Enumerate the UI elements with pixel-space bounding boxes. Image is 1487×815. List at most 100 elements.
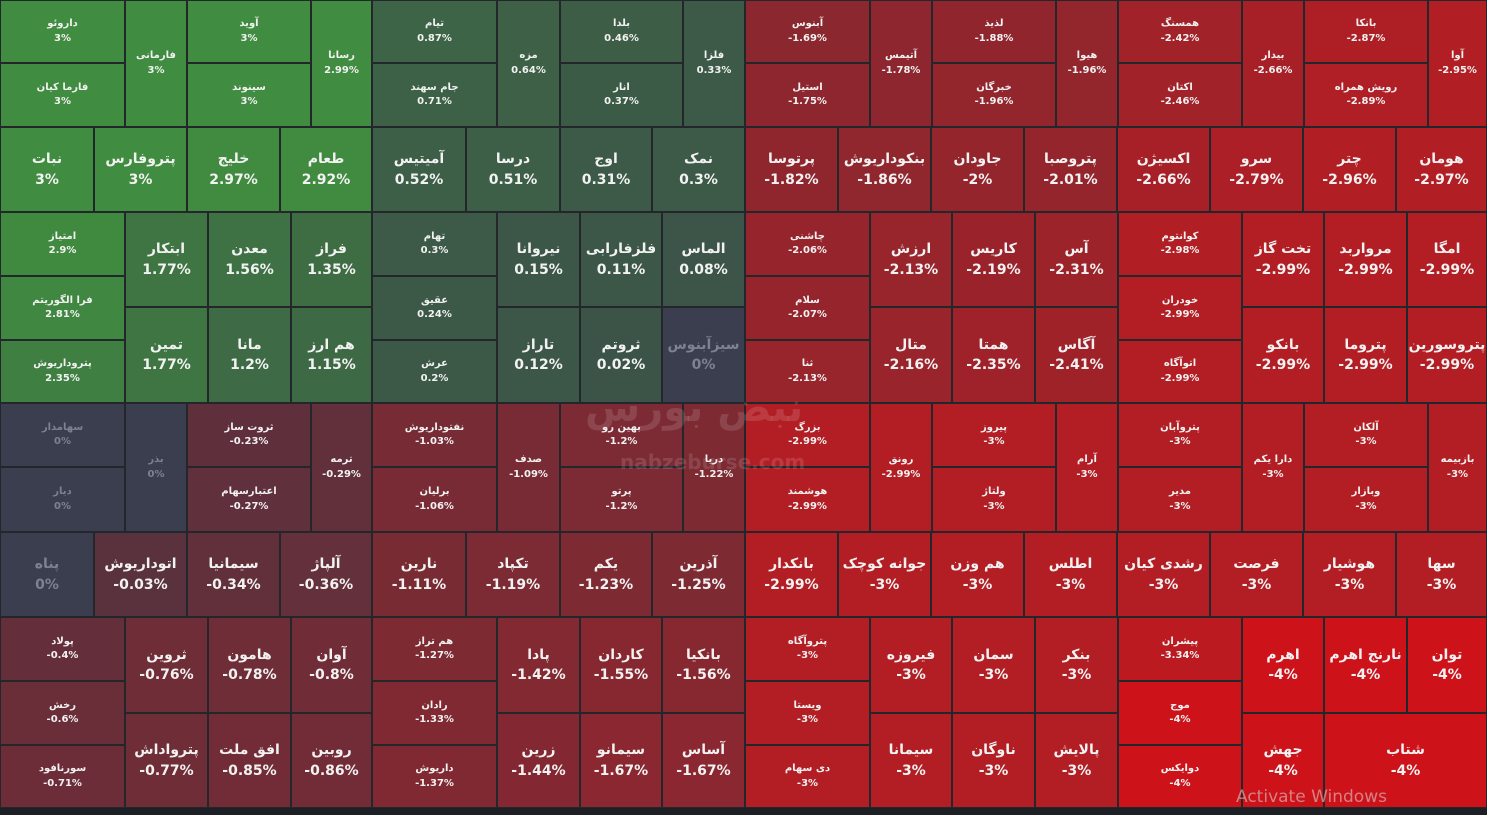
stock-tile[interactable]: آگاس -2.41% (1035, 307, 1118, 403)
stock-tile[interactable]: بهین رو -1.2% (560, 403, 683, 467)
stock-tile[interactable]: برلیان -1.06% (372, 467, 497, 532)
stock-tile[interactable]: آلکان -3% (1304, 403, 1428, 467)
stock-tile[interactable]: رادان -1.33% (372, 681, 497, 745)
stock-tile[interactable]: تخت گاز -2.99% (1242, 212, 1324, 307)
stock-tile[interactable]: تیام 0.87% (372, 0, 497, 63)
stock-tile[interactable]: طعام 2.92% (280, 127, 372, 212)
stock-tile[interactable]: داریوش -1.37% (372, 745, 497, 808)
stock-tile[interactable]: جام سهند 0.71% (372, 63, 497, 127)
stock-tile[interactable]: آتیمس -1.78% (870, 0, 932, 127)
stock-tile[interactable]: پتروسورین -2.99% (1407, 307, 1487, 403)
stock-tile[interactable]: یکم -1.23% (560, 532, 652, 617)
stock-tile[interactable]: ثنا -2.13% (745, 340, 870, 403)
stock-tile[interactable]: جهش -4% (1242, 713, 1324, 808)
stock-tile[interactable]: دی سهام -3% (745, 745, 870, 808)
stock-tile[interactable]: کوانتوم -2.98% (1118, 212, 1242, 276)
stock-tile[interactable]: عرش 0.2% (372, 340, 497, 403)
stock-tile[interactable]: روبین -0.86% (291, 713, 372, 808)
stock-tile[interactable]: بلدا 0.46% (560, 0, 683, 63)
stock-tile[interactable]: هم ارز 1.15% (291, 307, 372, 403)
stock-tile[interactable]: ثروت ساز -0.23% (187, 403, 311, 467)
stock-tile[interactable]: رخش -0.6% (0, 681, 125, 745)
stock-tile[interactable]: آلپاژ -0.36% (280, 532, 372, 617)
stock-tile[interactable]: نیروانا 0.15% (497, 212, 580, 307)
stock-tile[interactable]: بازبیمه -3% (1428, 403, 1487, 532)
stock-tile[interactable]: پتروصبا -2.01% (1024, 127, 1117, 212)
stock-tile[interactable]: پتروآگاه -3% (745, 617, 870, 681)
stock-tile[interactable]: سها -3% (1396, 532, 1487, 617)
stock-tile[interactable]: سورنافود -0.71% (0, 745, 125, 808)
stock-tile[interactable]: آوان -0.8% (291, 617, 372, 713)
stock-tile[interactable]: چاشنی -2.06% (745, 212, 870, 276)
stock-tile[interactable]: تکپاد -1.19% (466, 532, 560, 617)
stock-tile[interactable]: فلزفارابی 0.11% (580, 212, 662, 307)
stock-tile[interactable]: انار 0.37% (560, 63, 683, 127)
stock-tile[interactable]: پتروما -2.99% (1324, 307, 1407, 403)
stock-tile[interactable]: امگا -2.99% (1407, 212, 1487, 307)
stock-tile[interactable]: بنکر -3% (1035, 617, 1118, 713)
stock-tile[interactable]: مرواربد -2.99% (1324, 212, 1407, 307)
stock-tile[interactable]: نبات 3% (0, 127, 94, 212)
stock-tile[interactable]: بنکوداریوش -1.86% (838, 127, 931, 212)
stock-tile[interactable]: اکسیژن -2.66% (1117, 127, 1210, 212)
stock-tile[interactable]: آبنوس -1.69% (745, 0, 870, 63)
stock-tile[interactable]: رشدی کیان -3% (1117, 532, 1210, 617)
stock-tile[interactable]: آمیتیس 0.52% (372, 127, 466, 212)
stock-tile[interactable]: پولاد -0.4% (0, 617, 125, 681)
stock-tile[interactable]: صدف -1.09% (497, 403, 560, 532)
stock-tile[interactable]: پرتو -1.2% (560, 467, 683, 532)
stock-tile[interactable]: سیزآبنوس 0% (662, 307, 745, 403)
stock-tile[interactable]: هوشیار -3% (1303, 532, 1396, 617)
stock-tile[interactable]: آوا -2.95% (1428, 0, 1487, 127)
stock-tile[interactable]: بانکدار -2.99% (745, 532, 838, 617)
stock-tile[interactable]: افق ملت -0.85% (208, 713, 291, 808)
stock-tile[interactable]: لذیذ -1.88% (932, 0, 1056, 63)
stock-tile[interactable]: هم تراز -1.27% (372, 617, 497, 681)
stock-tile[interactable]: دارا یکم -3% (1242, 403, 1304, 532)
stock-tile[interactable]: اوج 0.31% (560, 127, 652, 212)
stock-tile[interactable]: استیل -1.75% (745, 63, 870, 127)
stock-tile[interactable]: آرام -3% (1056, 403, 1118, 532)
stock-tile[interactable]: فارمانی 3% (125, 0, 187, 127)
stock-tile[interactable]: مدیر -3% (1118, 467, 1242, 532)
stock-tile[interactable]: پیروز -3% (932, 403, 1056, 467)
stock-tile[interactable]: آذرین -1.25% (652, 532, 745, 617)
stock-tile[interactable]: پادا -1.42% (497, 617, 580, 713)
stock-tile[interactable]: الماس 0.08% (662, 212, 745, 307)
stock-tile[interactable]: سرو -2.79% (1210, 127, 1303, 212)
stock-tile[interactable]: امتیاز 2.9% (0, 212, 125, 276)
stock-tile[interactable]: سیمانو -1.67% (580, 713, 662, 808)
stock-tile[interactable]: همسنگ -2.42% (1118, 0, 1242, 63)
stock-tile[interactable]: بانکیا -1.56% (662, 617, 745, 713)
stock-tile[interactable]: ارزش -2.13% (870, 212, 952, 307)
stock-tile[interactable]: هومان -2.97% (1396, 127, 1487, 212)
stock-tile[interactable]: ولتاژ -3% (932, 467, 1056, 532)
stock-tile[interactable]: فرا الگوریتم 2.81% (0, 276, 125, 340)
stock-tile[interactable]: نمک 0.3% (652, 127, 745, 212)
stock-tile[interactable]: بانکو -2.99% (1242, 307, 1324, 403)
stock-tile[interactable]: ویستا -3% (745, 681, 870, 745)
stock-tile[interactable]: وبازار -3% (1304, 467, 1428, 532)
stock-tile[interactable]: اتوآگاه -2.99% (1118, 340, 1242, 403)
stock-tile[interactable]: سیمانا -3% (870, 713, 952, 808)
stock-tile[interactable]: رویش همراه -2.89% (1304, 63, 1428, 127)
stock-tile[interactable]: سیمانیا -0.34% (187, 532, 280, 617)
stock-tile[interactable]: فلزا 0.33% (683, 0, 745, 127)
stock-tile[interactable]: تاراز 0.12% (497, 307, 580, 403)
stock-tile[interactable]: پتروداریوش 2.35% (0, 340, 125, 403)
stock-tile[interactable]: بذر 0% (125, 403, 187, 532)
stock-tile[interactable]: مانا 1.2% (208, 307, 291, 403)
stock-tile[interactable]: خلیج 2.97% (187, 127, 280, 212)
stock-tile[interactable]: هوشمند -2.99% (745, 467, 870, 532)
stock-tile[interactable]: اهرم -4% (1242, 617, 1324, 713)
stock-tile[interactable]: پترواداش -0.77% (125, 713, 208, 808)
stock-tile[interactable]: نفتوداریوش -1.03% (372, 403, 497, 467)
stock-tile[interactable]: ترمه -0.29% (311, 403, 372, 532)
stock-tile[interactable]: اعتبارسهام -0.27% (187, 467, 311, 532)
stock-tile[interactable]: ابتکار 1.77% (125, 212, 208, 307)
stock-tile[interactable]: دریا -1.22% (683, 403, 745, 532)
stock-tile[interactable]: فارما کیان 3% (0, 63, 125, 127)
stock-tile[interactable]: دیار 0% (0, 467, 125, 532)
stock-tile[interactable]: جاودان -2% (931, 127, 1024, 212)
stock-tile[interactable]: زرین -1.44% (497, 713, 580, 808)
